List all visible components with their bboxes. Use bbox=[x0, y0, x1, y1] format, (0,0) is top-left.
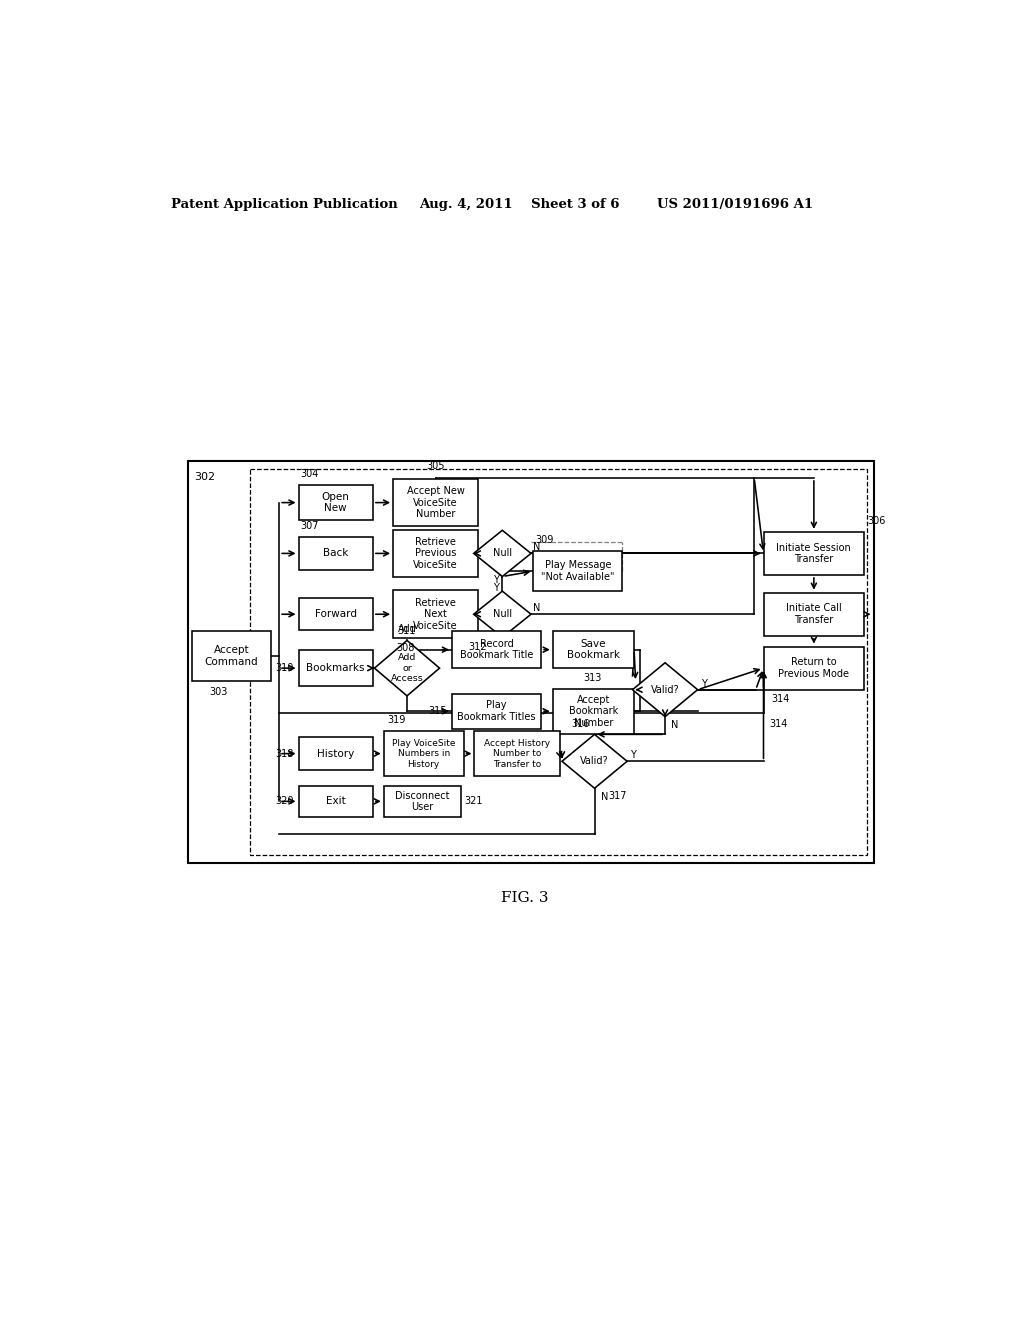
Text: 314: 314 bbox=[771, 694, 790, 705]
Text: Forward: Forward bbox=[314, 610, 356, 619]
Text: 308: 308 bbox=[396, 643, 415, 652]
Text: Retrieve
Previous
VoiceSite: Retrieve Previous VoiceSite bbox=[414, 537, 458, 570]
Text: Open
New: Open New bbox=[322, 492, 349, 513]
Text: Y: Y bbox=[494, 576, 499, 585]
Text: Back: Back bbox=[323, 548, 348, 558]
Text: Record
Bookmark Title: Record Bookmark Title bbox=[460, 639, 534, 660]
FancyBboxPatch shape bbox=[764, 532, 864, 576]
Text: 314: 314 bbox=[770, 719, 788, 729]
Polygon shape bbox=[375, 640, 439, 696]
Text: 313: 313 bbox=[584, 673, 602, 682]
Text: 305: 305 bbox=[426, 461, 444, 471]
Polygon shape bbox=[474, 591, 531, 638]
Polygon shape bbox=[562, 734, 627, 788]
Text: 312: 312 bbox=[468, 642, 486, 652]
Text: Accept New
VoiceSite
Number: Accept New VoiceSite Number bbox=[407, 486, 465, 519]
FancyBboxPatch shape bbox=[393, 479, 478, 527]
Text: 319: 319 bbox=[387, 715, 406, 725]
Text: Bookmarks: Bookmarks bbox=[306, 663, 365, 673]
FancyBboxPatch shape bbox=[393, 590, 478, 638]
FancyBboxPatch shape bbox=[393, 529, 478, 577]
Text: FIG. 3: FIG. 3 bbox=[501, 891, 549, 904]
Text: N: N bbox=[672, 721, 679, 730]
Text: 309: 309 bbox=[535, 535, 553, 545]
FancyBboxPatch shape bbox=[191, 631, 271, 681]
FancyBboxPatch shape bbox=[299, 785, 373, 817]
Text: N: N bbox=[601, 792, 608, 803]
Text: Accept History
Number to
Transfer to: Accept History Number to Transfer to bbox=[484, 739, 550, 768]
Text: 320: 320 bbox=[275, 796, 294, 807]
Text: Exit: Exit bbox=[326, 796, 345, 807]
Text: Save
Bookmark: Save Bookmark bbox=[567, 639, 620, 660]
Text: 318: 318 bbox=[275, 748, 294, 759]
Text: Initiate Session
Transfer: Initiate Session Transfer bbox=[776, 543, 851, 564]
Text: 306: 306 bbox=[867, 516, 886, 525]
Text: US 2011/0191696 A1: US 2011/0191696 A1 bbox=[657, 198, 813, 211]
Text: 311: 311 bbox=[397, 626, 416, 636]
FancyBboxPatch shape bbox=[299, 651, 373, 686]
Text: Add
or
Access: Add or Access bbox=[390, 653, 423, 682]
FancyBboxPatch shape bbox=[553, 631, 634, 668]
Text: Null: Null bbox=[493, 610, 512, 619]
Text: 310: 310 bbox=[275, 663, 294, 673]
Text: Add: Add bbox=[397, 624, 417, 635]
Text: Disconnect
User: Disconnect User bbox=[395, 791, 450, 812]
Text: 304: 304 bbox=[300, 469, 318, 479]
Text: Y: Y bbox=[700, 678, 707, 689]
Text: N: N bbox=[534, 543, 541, 552]
FancyBboxPatch shape bbox=[299, 537, 373, 570]
Polygon shape bbox=[633, 663, 697, 717]
Text: 315: 315 bbox=[429, 706, 447, 717]
Text: Valid?: Valid? bbox=[581, 756, 609, 767]
FancyBboxPatch shape bbox=[384, 731, 464, 776]
Polygon shape bbox=[474, 531, 531, 577]
Text: Retrieve
Next
VoiceSite: Retrieve Next VoiceSite bbox=[414, 598, 458, 631]
FancyBboxPatch shape bbox=[764, 593, 864, 636]
FancyBboxPatch shape bbox=[474, 731, 560, 776]
Text: History: History bbox=[317, 748, 354, 759]
FancyBboxPatch shape bbox=[299, 738, 373, 770]
Text: 317: 317 bbox=[608, 791, 627, 800]
FancyBboxPatch shape bbox=[553, 689, 634, 734]
Text: Accept
Bookmark
Number: Accept Bookmark Number bbox=[568, 694, 618, 727]
Text: Valid?: Valid? bbox=[651, 685, 679, 694]
FancyBboxPatch shape bbox=[299, 484, 373, 520]
FancyBboxPatch shape bbox=[534, 552, 623, 591]
Text: Play
Bookmark Titles: Play Bookmark Titles bbox=[458, 701, 536, 722]
Text: 316: 316 bbox=[571, 719, 590, 729]
FancyBboxPatch shape bbox=[299, 598, 373, 631]
Text: Y: Y bbox=[630, 750, 636, 760]
Text: Return to
Previous Mode: Return to Previous Mode bbox=[778, 657, 849, 678]
Text: Y: Y bbox=[494, 582, 499, 593]
FancyBboxPatch shape bbox=[188, 461, 873, 863]
FancyBboxPatch shape bbox=[452, 631, 541, 668]
Text: N: N bbox=[534, 603, 541, 612]
FancyBboxPatch shape bbox=[384, 785, 461, 817]
Text: Play Message
"Not Available": Play Message "Not Available" bbox=[541, 560, 614, 582]
Text: 307: 307 bbox=[300, 521, 318, 531]
Text: Play VoiceSite
Numbers in
History: Play VoiceSite Numbers in History bbox=[392, 739, 456, 768]
Text: Null: Null bbox=[493, 548, 512, 558]
Text: 303: 303 bbox=[210, 688, 228, 697]
Text: Accept
Command: Accept Command bbox=[205, 645, 258, 667]
Text: 321: 321 bbox=[464, 796, 483, 807]
Text: Patent Application Publication: Patent Application Publication bbox=[171, 198, 397, 211]
Text: Initiate Call
Transfer: Initiate Call Transfer bbox=[786, 603, 842, 626]
Text: Aug. 4, 2011    Sheet 3 of 6: Aug. 4, 2011 Sheet 3 of 6 bbox=[419, 198, 620, 211]
Text: 302: 302 bbox=[195, 471, 216, 482]
FancyBboxPatch shape bbox=[764, 647, 864, 689]
FancyBboxPatch shape bbox=[452, 693, 541, 729]
